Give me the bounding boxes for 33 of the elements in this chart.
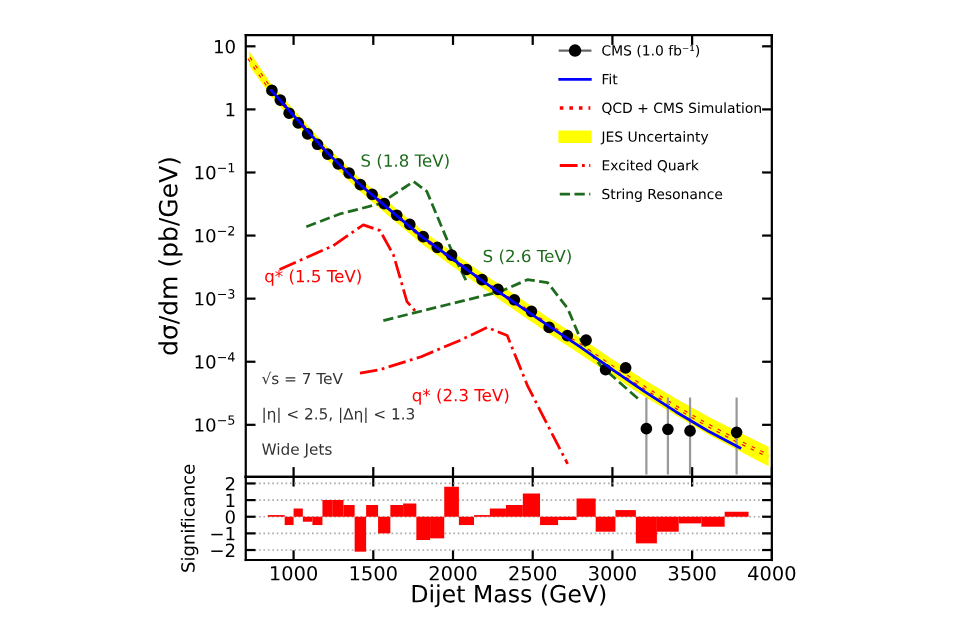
- y-tick-label: 10: [215, 39, 235, 54]
- point: [640, 422, 653, 435]
- x-tick-label: 1000: [270, 565, 318, 581]
- x-tick-label: 4000: [748, 565, 796, 581]
- y-tick-label: 1: [226, 493, 235, 507]
- x-tick-label: 1500: [350, 565, 397, 581]
- x-tick-label: 2500: [509, 565, 557, 581]
- point: [684, 425, 696, 437]
- line-series: [381, 278, 640, 401]
- annotation: S (2.6 TeV): [483, 249, 571, 265]
- point: [580, 334, 592, 346]
- point: [619, 362, 632, 374]
- y-axis-title: Significance: [180, 464, 199, 572]
- y-axis-title: dσ/dm (pb/GeV): [158, 158, 183, 355]
- y-tick-label: 10$^{−2}$: [195, 226, 235, 243]
- x-tick-label: 2000: [429, 565, 477, 581]
- annotation: S (1.8 TeV): [361, 153, 449, 169]
- x-tick-label: 3500: [668, 565, 716, 581]
- y-tick-label: 10$^{−4}$: [195, 352, 235, 369]
- y-tick-label: −2: [211, 543, 235, 557]
- y-tick-label: 1: [226, 103, 235, 117]
- y-tick-label: 0: [225, 510, 235, 524]
- x-axis-title: Dijet Mass (GeV): [412, 584, 606, 608]
- y-tick-label: −1: [211, 527, 235, 541]
- y-tick-label: 10$^{−5}$: [195, 415, 235, 432]
- annotation: q* (2.3 TeV): [412, 388, 509, 405]
- point: [730, 426, 743, 439]
- point: [662, 423, 674, 436]
- annotation: q* (1.5 TeV): [265, 269, 361, 286]
- y-tick-label: 10$^{−3}$: [195, 289, 235, 306]
- x-tick-label: 3000: [589, 565, 636, 581]
- y-tick-label: 10$^{−1}$: [195, 163, 235, 180]
- y-tick-label: 2: [225, 476, 235, 491]
